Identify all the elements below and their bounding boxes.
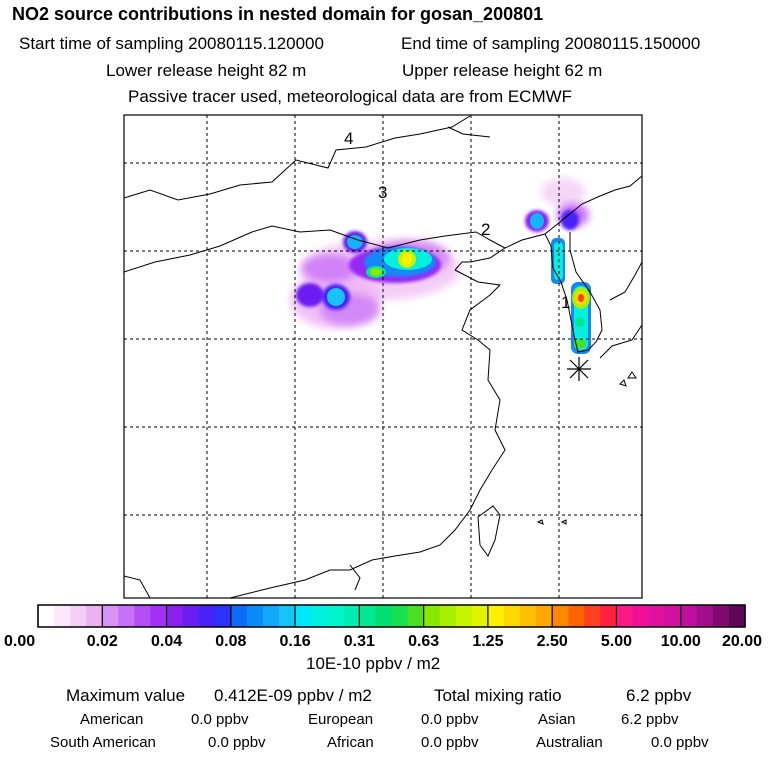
region-value-european: 0.0 ppbv — [421, 711, 479, 728]
end-time-label: End time of sampling 20080115.150000 — [401, 34, 701, 53]
region-value-australian: 0.0 ppbv — [651, 734, 709, 751]
max-value-label: Maximum value — [66, 686, 186, 705]
chart-title: NO2 source contributions in nested domai… — [12, 4, 544, 24]
max-value: 0.412E-09 ppbv / m2 — [214, 686, 372, 705]
map-frame — [123, 114, 643, 599]
lower-release-label: Lower release height 82 m — [106, 61, 307, 80]
region-name-asian: Asian — [538, 711, 576, 728]
tracer-note: Passive tracer used, meteorological data… — [128, 87, 573, 106]
grid-lines — [124, 115, 642, 598]
region-value-asian: 6.2 ppbv — [621, 711, 679, 728]
total-mixing-label: Total mixing ratio — [434, 686, 562, 705]
region-name-south-american: South American — [50, 734, 156, 751]
region-name-european: European — [308, 711, 374, 728]
region-value-south-american: 0.0 ppbv — [208, 734, 266, 751]
plume-korea — [525, 178, 591, 354]
colorbar-units: 10E-10 ppbv / m2 — [306, 654, 441, 673]
region-value-african: 0.0 ppbv — [421, 734, 479, 751]
region-value-american: 0.0 ppbv — [191, 711, 249, 728]
start-time-label: Start time of sampling 20080115.120000 — [19, 34, 324, 53]
region-label-4: 4 — [344, 129, 353, 148]
coastlines — [124, 115, 642, 598]
upper-release-label: Upper release height 62 m — [402, 61, 603, 80]
region-name-american: American — [80, 711, 144, 728]
region-name-australian: Australian — [536, 734, 603, 751]
total-mixing-value: 6.2 ppbv — [626, 686, 692, 705]
region-label-1: 1 — [561, 293, 570, 312]
region-label-2: 2 — [481, 220, 490, 239]
plume-west — [290, 231, 460, 328]
region-label-3: 3 — [378, 183, 387, 202]
region-name-african: African — [327, 734, 374, 751]
receptor-marker-icon — [567, 357, 591, 381]
